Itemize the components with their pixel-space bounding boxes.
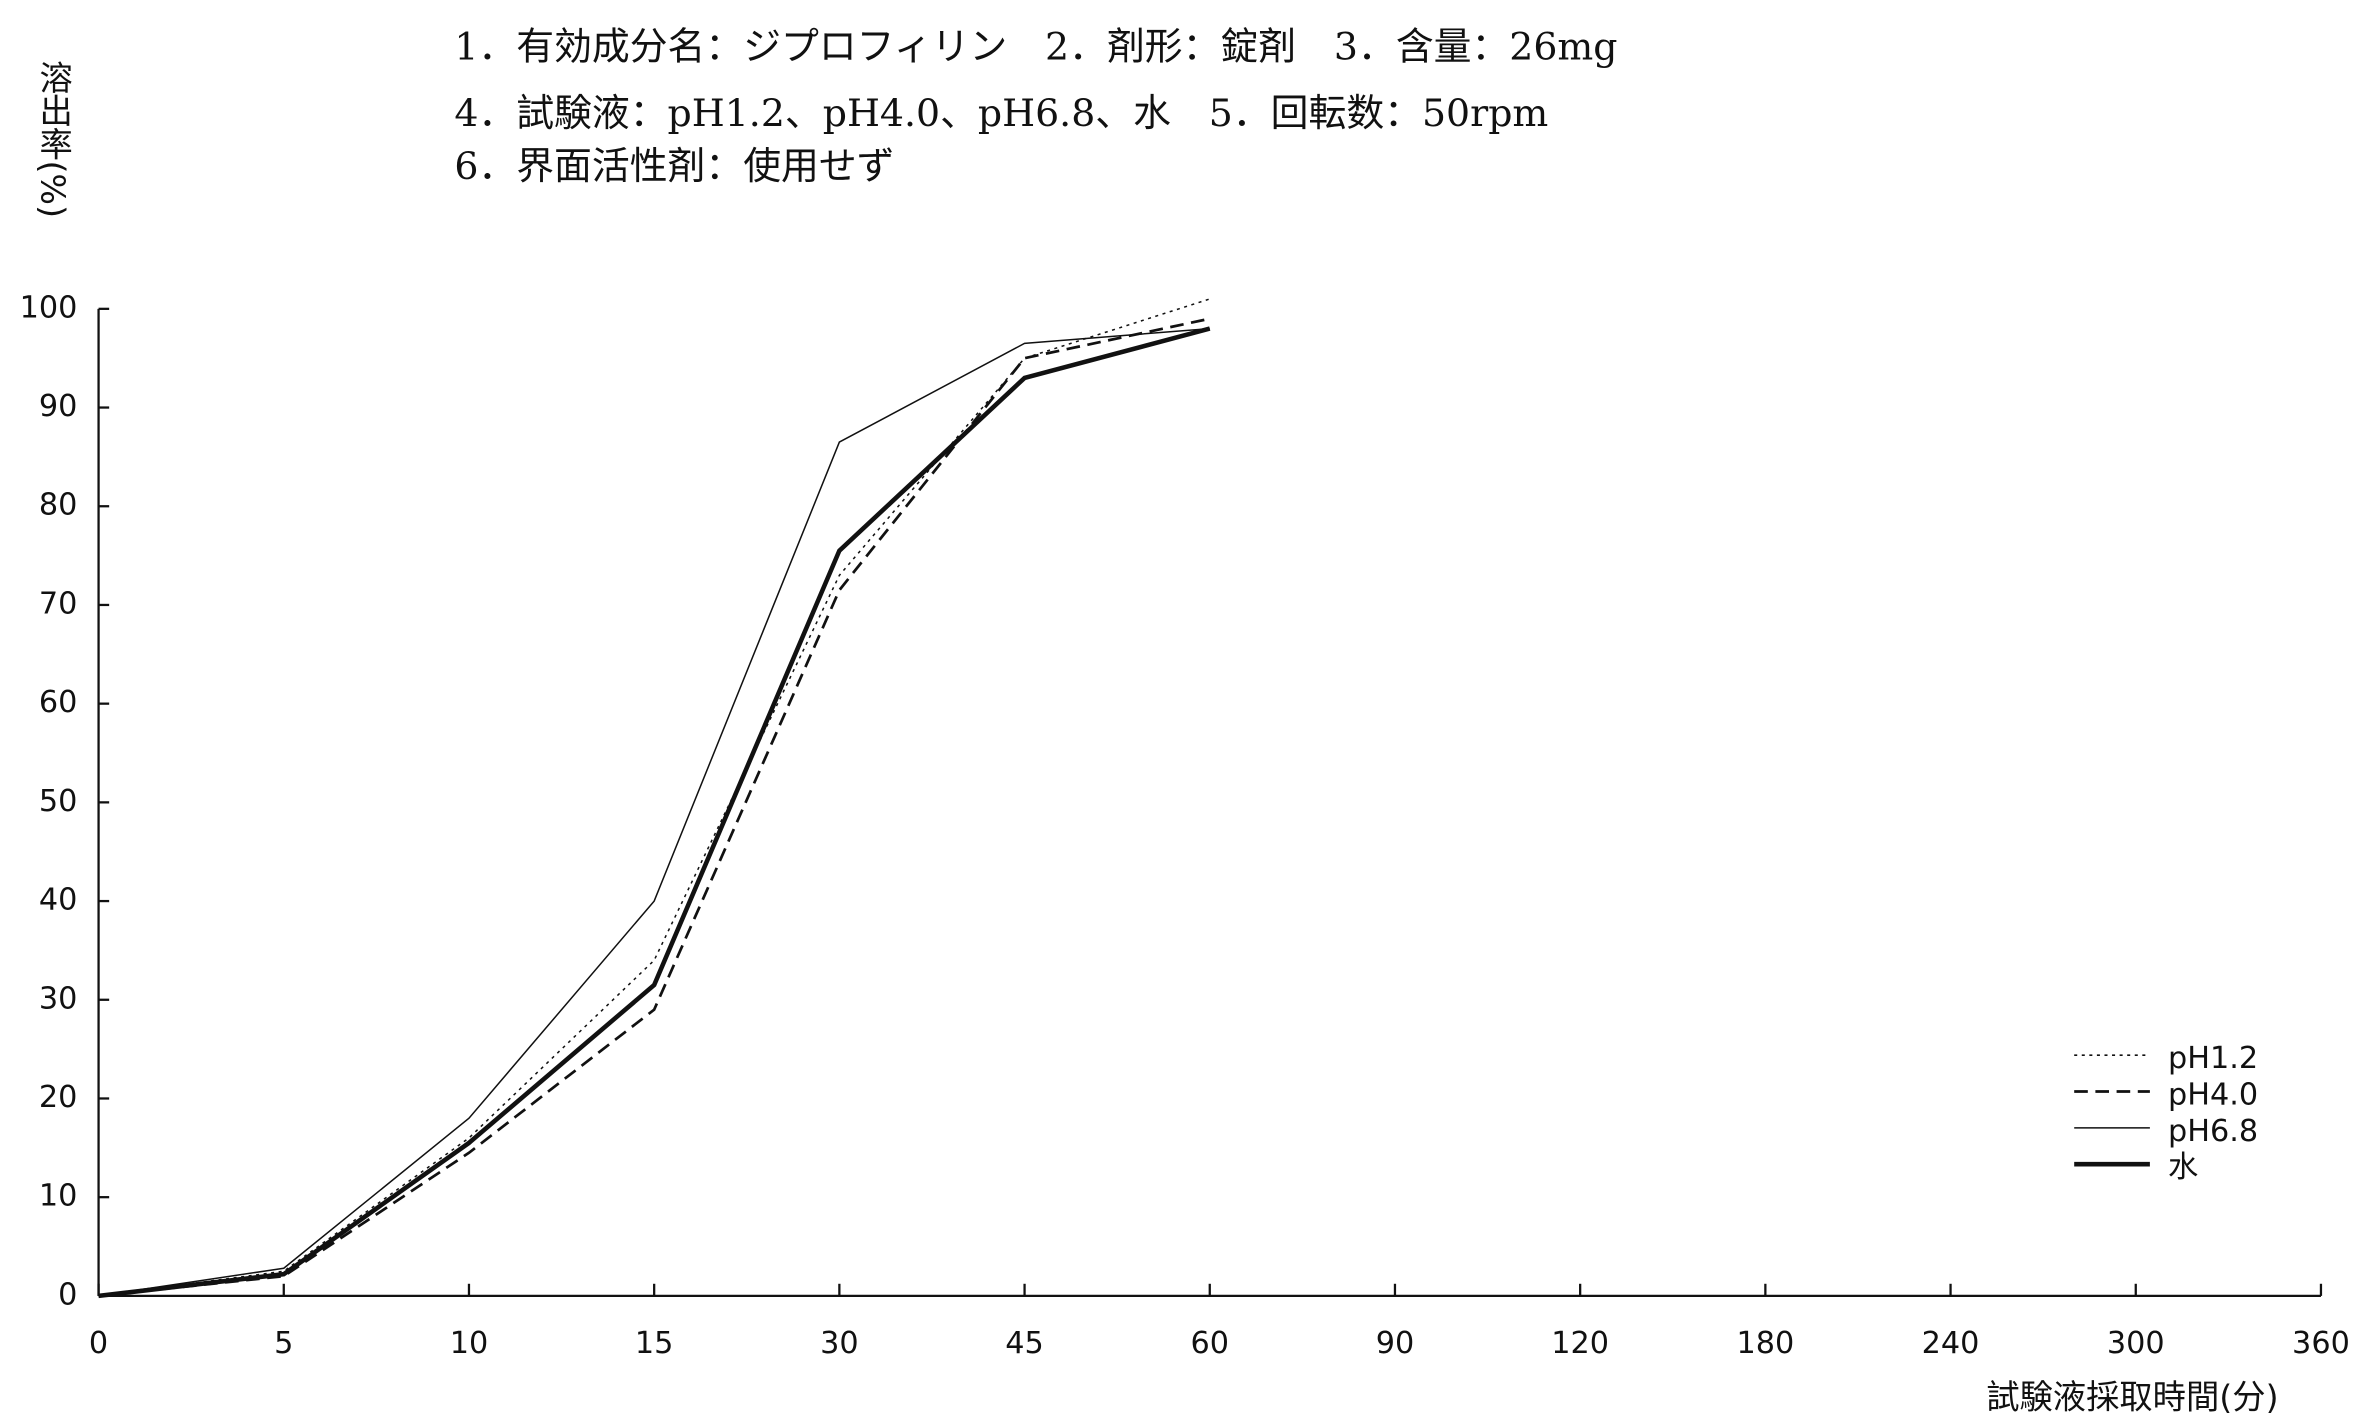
y-tick-label: 100 [20,290,78,325]
y-tick-label: 10 [39,1179,78,1214]
legend-label: pH1.2 [2168,1041,2258,1076]
x-tick-label: 300 [2107,1326,2165,1361]
legend-label: pH6.8 [2168,1114,2258,1149]
annotation: 4．試験液：pH1.2、pH4.0、pH6.8、水 5．回転数：50rpm [454,91,1548,135]
x-tick-label: 90 [1376,1326,1415,1361]
x-tick-label: 120 [1551,1326,1609,1361]
x-tick-label: 10 [450,1326,489,1361]
x-tick-label: 15 [635,1326,674,1361]
series-line [98,298,1210,1297]
y-tick-label: 50 [39,784,78,819]
y-tick-label: 40 [39,883,78,918]
x-tick-label: 45 [1005,1326,1044,1361]
x-tick-label: 240 [1922,1326,1980,1361]
y-tick-label: 60 [39,685,78,720]
series-line [98,326,1211,1299]
y-tick-label: 70 [39,586,78,621]
legend-label: pH4.0 [2168,1078,2258,1113]
x-tick-label: 360 [2292,1326,2350,1361]
legend-label: 水 [2168,1150,2198,1185]
x-tick-label: 30 [820,1326,859,1361]
annotation: 6．界面活性剤：使用せず [454,144,894,188]
x-tick-label: 5 [274,1326,293,1361]
annotation: 1．有効成分名：ジプロフィリン 2．剤形：錠剤 3．含量：26mg [454,24,1617,68]
series-line [98,317,1211,1298]
y-tick-label: 20 [39,1080,78,1115]
x-axis-label: 試験液採取時間(分) [1986,1377,2278,1416]
x-tick-label: 0 [89,1326,108,1361]
x-tick-label: 60 [1191,1326,1230,1361]
y-tick-label: 30 [39,981,78,1016]
y-tick-label: 0 [58,1277,77,1312]
series-line [98,327,1210,1297]
y-tick-label: 90 [39,389,78,424]
x-tick-label: 180 [1736,1326,1794,1361]
y-tick-label: 80 [39,488,78,523]
y-axis-label: 溶出率(%) [34,61,73,219]
